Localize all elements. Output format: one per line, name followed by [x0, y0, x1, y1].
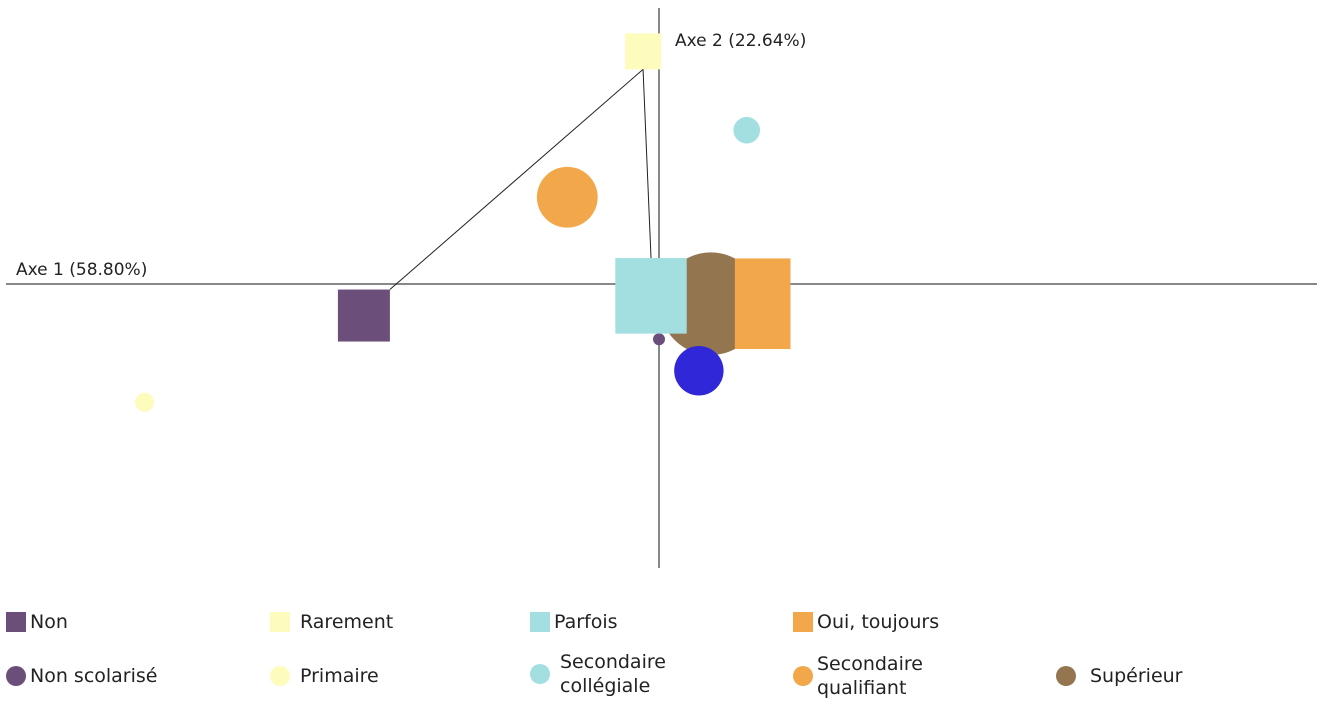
point-circle-non-scolarise	[653, 333, 665, 346]
point-square-rarement	[625, 33, 662, 70]
legend-label: Supérieur	[1090, 665, 1183, 687]
axis-1-label: Axe 1 (58.80%)	[16, 260, 147, 280]
legend-item-oui-toujours: Oui, toujours	[793, 610, 939, 634]
axis-2-label: Axe 2 (22.64%)	[675, 31, 806, 51]
point-circle-secondaire-collegiale	[733, 116, 761, 144]
legend-item-superieur: Supérieur	[1056, 664, 1183, 688]
legend-swatch-square	[6, 612, 26, 632]
point-square-oui-toujours	[734, 258, 791, 350]
legend-swatch-circle	[270, 666, 290, 686]
point-square-non	[337, 289, 390, 342]
legend-label: Rarement	[300, 611, 394, 633]
legend-label: Non	[30, 611, 68, 633]
legend-item-non-scolarise: Non scolarisé	[6, 664, 158, 688]
point-circle-unlabeled	[674, 346, 724, 396]
chart-legend: Non Rarement Parfois Oui, toujours Non s…	[0, 600, 1323, 708]
legend-swatch-square	[270, 612, 290, 632]
legend-label: Parfois	[554, 611, 618, 633]
legend-item-non: Non	[6, 610, 68, 634]
chart-marks	[135, 33, 791, 412]
chart-connectors	[389, 68, 652, 290]
legend-swatch-circle	[6, 666, 26, 686]
point-circle-secondaire-qualifiant	[536, 166, 598, 228]
chart-plot-area: Axe 1 (58.80%) Axe 2 (22.64%)	[6, 8, 1317, 568]
legend-item-rarement: Rarement	[270, 610, 393, 634]
legend-label: Primaire	[300, 665, 379, 687]
legend-swatch-circle	[530, 664, 550, 684]
connector-rarement-parfois	[642, 69, 652, 259]
legend-item-secondaire-qualifiant: Secondaire qualifiant	[793, 652, 923, 700]
point-circle-primaire	[135, 392, 155, 412]
legend-label: Secondaire qualifiant	[817, 653, 923, 699]
legend-swatch-circle	[793, 666, 813, 686]
point-square-parfois	[615, 258, 687, 334]
legend-label: Secondaire collégiale	[560, 651, 666, 697]
legend-label: Non scolarisé	[30, 665, 158, 687]
legend-label: Oui, toujours	[817, 611, 940, 633]
connector-rarement-non	[389, 68, 644, 290]
legend-item-parfois: Parfois	[530, 610, 618, 634]
legend-swatch-square	[530, 612, 550, 632]
legend-item-secondaire-collegiale: Secondaire collégiale	[530, 650, 666, 698]
legend-item-primaire: Primaire	[270, 664, 379, 688]
legend-swatch-circle	[1056, 666, 1076, 686]
legend-swatch-square	[793, 612, 813, 632]
